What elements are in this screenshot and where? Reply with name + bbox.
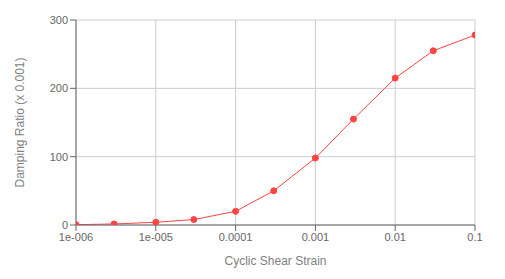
svg-text:0.1: 0.1 bbox=[467, 231, 482, 243]
svg-text:0.0001: 0.0001 bbox=[219, 231, 253, 243]
svg-text:0.01: 0.01 bbox=[384, 231, 405, 243]
svg-text:0: 0 bbox=[62, 219, 68, 231]
svg-text:100: 100 bbox=[50, 151, 68, 163]
svg-text:Cyclic Shear Strain: Cyclic Shear Strain bbox=[224, 254, 326, 268]
svg-text:200: 200 bbox=[50, 82, 68, 94]
svg-text:Damping Ratio (x 0.001): Damping Ratio (x 0.001) bbox=[13, 57, 27, 187]
svg-text:300: 300 bbox=[50, 14, 68, 26]
svg-text:1e-005: 1e-005 bbox=[139, 231, 173, 243]
svg-text:0.001: 0.001 bbox=[302, 231, 330, 243]
svg-text:1e-006: 1e-006 bbox=[59, 231, 93, 243]
